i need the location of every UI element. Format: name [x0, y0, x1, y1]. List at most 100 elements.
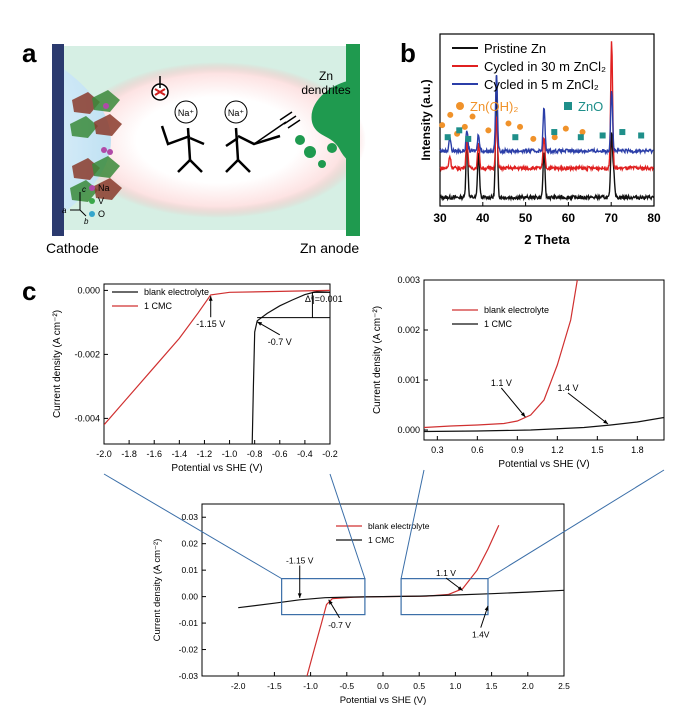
zno-marker [619, 129, 626, 136]
series-line [306, 524, 500, 676]
panel-c-letter: c [22, 276, 37, 306]
y-tick-label: 0.000 [77, 285, 100, 295]
annotation-label: Δⁱ|=0.001 [305, 294, 343, 304]
zno-marker [465, 135, 472, 142]
x-tick-label: -1.0 [303, 681, 318, 691]
dendrite-label-line2: dendrites [301, 83, 350, 97]
axis-c-label: c [82, 185, 86, 194]
y-axis-title: Intensity (a.u.) [419, 79, 433, 160]
x-tick-label: 0.6 [471, 445, 484, 455]
stick-figure-left [151, 76, 205, 173]
legend-entry: Pristine Zn [484, 41, 546, 56]
annotation-label: -1.15 V [196, 319, 225, 329]
cathode-plate [52, 44, 64, 236]
arrow-head [297, 593, 302, 598]
zn-anode-dendrites [295, 80, 352, 168]
x-tick-label: 1.8 [631, 445, 644, 455]
x-tick-label: 1.5 [486, 681, 498, 691]
arrow-head [484, 605, 489, 611]
series-line [424, 416, 664, 433]
x-tick-label: -1.8 [121, 449, 137, 459]
annotation-arrow [567, 392, 609, 425]
x-tick-label: 30 [433, 211, 447, 225]
x-tick-label: 0.9 [511, 445, 524, 455]
anodic-lsv-chart: 0.3 0.6 0.9 1.2 1.5 1.8 0.000 0.001 0.002 0.003 Po… [372, 275, 665, 470]
x-tick-label: 2.0 [522, 681, 534, 691]
na-ion-right-label: Na⁺ [228, 108, 245, 118]
legend-entry: 1 CMC [484, 319, 513, 329]
x-tick-label: -2.0 [96, 449, 112, 459]
x-tick-label: 2.5 [558, 681, 570, 691]
y-tick-label: 0.001 [397, 375, 420, 385]
series-line [439, 41, 655, 173]
zn-anode-plate [346, 44, 360, 236]
annotation-label: 1.1 V [436, 568, 456, 578]
legend-v-dot [89, 198, 95, 204]
y-tick-label: -0.01 [179, 618, 199, 628]
atom-legend: Na V O [89, 183, 110, 219]
annotation-label: 1.4V [472, 630, 490, 640]
x-axis-title: Potential vs SHE (V) [171, 463, 262, 474]
x-tick-label: 60 [562, 211, 576, 225]
zn-oh2-marker [469, 113, 476, 120]
panel-b-letter: b [400, 38, 416, 68]
y-tick-label: 0.000 [397, 425, 420, 435]
na-ion-left-label: Na⁺ [178, 108, 195, 118]
x-tick-label: 1.5 [591, 445, 604, 455]
zno-marker [444, 134, 451, 141]
y-axis-title: Current density (A cm⁻²) [52, 310, 63, 418]
xrd-chart: 30 40 50 60 70 80 2 Theta Intensity (a.u.) Prist… [419, 33, 661, 247]
plot-frame [423, 279, 665, 441]
y-tick-label: 0.00 [181, 592, 198, 602]
panel-a-illustration: Na V O c a b Na⁺ Na⁺ [52, 44, 366, 236]
zno-marker [512, 134, 519, 141]
panel-a-letter: a [22, 38, 37, 68]
na-ion-left [174, 100, 198, 124]
zn-oh2-marker [551, 134, 558, 141]
y-tick-label: -0.002 [74, 349, 100, 359]
x-tick-label: 70 [605, 211, 619, 225]
legend-marker-circle [456, 102, 464, 110]
x-tick-label: 1.2 [551, 445, 564, 455]
legend-na-dot [89, 185, 95, 191]
zno-marker [577, 134, 584, 141]
x-tick-label: 40 [476, 211, 490, 225]
legend-entry: ZnO [578, 99, 603, 114]
legend-marker-square [564, 102, 572, 110]
full-lsv-chart: -2.0 -1.5 -1.0 -0.5 0.0 0.5 1.0 1.5 2.0 2.5 -0.03 -… [152, 503, 570, 706]
x-tick-label: -0.4 [297, 449, 313, 459]
legend-entry: Zn(OH)₂ [470, 99, 518, 114]
legend-entry: Cycled in 5 m ZnCl₂ [484, 77, 599, 92]
y-tick-label: 0.002 [397, 325, 420, 335]
legend-entry: blank electrolyte [144, 287, 209, 297]
x-tick-label: -1.0 [222, 449, 238, 459]
zno-marker [638, 132, 645, 139]
legend-entry: 1 CMC [368, 535, 394, 545]
zn-oh2-marker [562, 125, 569, 132]
axis-a-label: a [62, 206, 67, 215]
x-tick-label: -0.6 [272, 449, 288, 459]
legend-v-label: V [98, 196, 104, 206]
series-line [104, 289, 330, 426]
series-line [439, 74, 654, 156]
x-axis-title: Potential vs SHE (V) [340, 695, 427, 706]
pink-halo [70, 62, 366, 218]
anode-label: Zn anode [300, 240, 360, 256]
y-axis-title: Current density (A cm⁻²) [152, 539, 163, 642]
cathodic-lsv-chart: -2.0 -1.8 -1.6 -1.4 -1.2 -1.0 -0.8 -0.6 -0.4 -0.2… [52, 283, 343, 474]
x-tick-label: -2.0 [231, 681, 246, 691]
x-tick-label: -0.2 [322, 449, 338, 459]
legend-na-label: Na [98, 183, 110, 193]
x-tick-label: -1.5 [267, 681, 282, 691]
annotation-label: -0.7 V [268, 337, 292, 347]
series-line [439, 75, 655, 202]
zno-marker [551, 129, 558, 136]
na-ion-right [224, 100, 248, 124]
y-axis-title: Current density (A cm⁻²) [372, 306, 383, 414]
arrow-head [257, 321, 263, 326]
zn-oh2-marker [485, 127, 492, 134]
x-tick-label: 80 [647, 211, 661, 225]
zn-oh2-marker [447, 111, 454, 118]
x-tick-label: -0.8 [247, 449, 263, 459]
arrow-head [520, 412, 526, 417]
